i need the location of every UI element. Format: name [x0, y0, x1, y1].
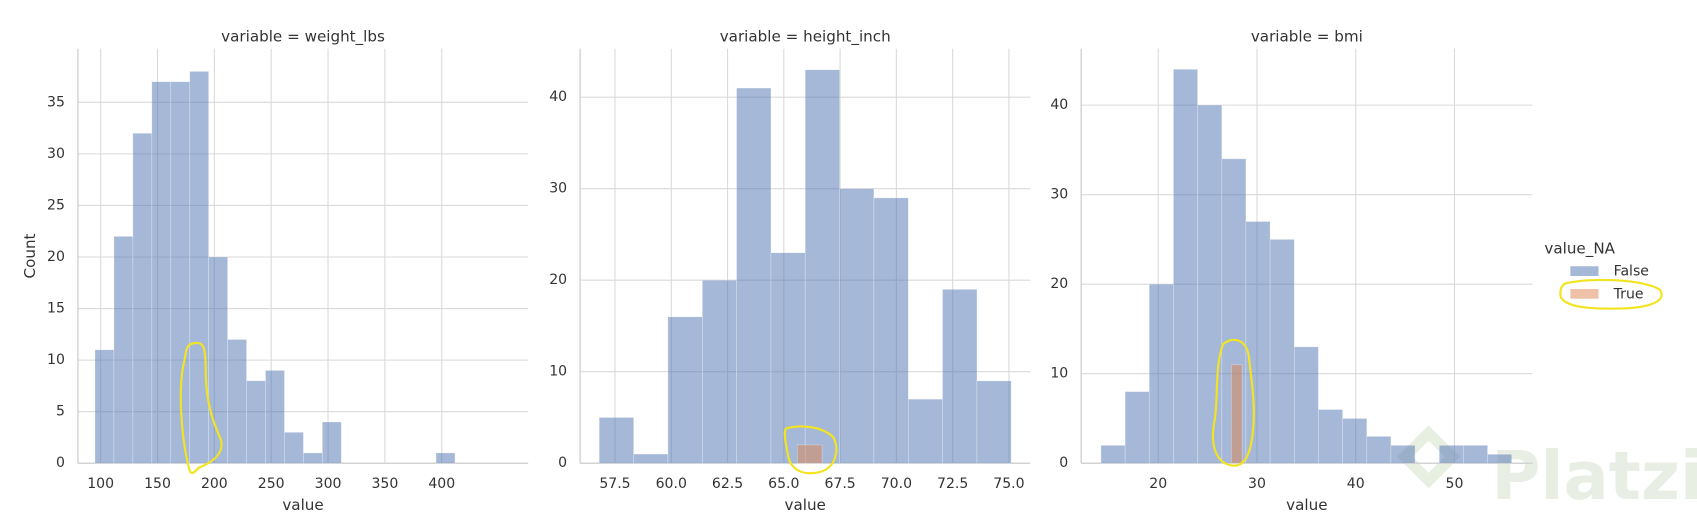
x-tick-label: 100 [87, 476, 114, 492]
x-tick-label: 200 [201, 476, 228, 492]
x-tick-label: 250 [258, 476, 285, 492]
histogram-bar [1197, 104, 1223, 464]
histogram-bar [1487, 453, 1513, 464]
histogram-bar [246, 380, 266, 464]
histogram-bar [1269, 239, 1295, 464]
histogram-bar [839, 188, 875, 464]
x-axis-label: value [785, 496, 826, 514]
x-tick-label: 70.0 [881, 476, 912, 492]
x-tick-label: 57.5 [599, 476, 630, 492]
annotation-circle [1559, 278, 1663, 310]
x-tick-label: 65.0 [768, 476, 799, 492]
y-tick-label: 40 [549, 89, 567, 105]
panel-title: variable = bmi [1251, 27, 1363, 45]
histogram-bar [907, 398, 943, 464]
histogram-bar [1463, 445, 1488, 464]
x-tick-label: 400 [428, 476, 455, 492]
annotations [179, 278, 1663, 475]
x-tick-label: 75.0 [993, 476, 1024, 492]
histogram-bar [94, 349, 115, 464]
x-tick-label: 62.5 [712, 476, 743, 492]
legend-swatch [1570, 288, 1599, 299]
histogram-bar [1230, 364, 1243, 464]
histogram-bar [942, 289, 978, 464]
watermark-text: Platzi [1491, 437, 1697, 515]
legend-swatch [1570, 266, 1599, 276]
y-tick-label: 25 [47, 197, 65, 213]
histogram-bar [797, 444, 823, 464]
panel-title: variable = weight_lbs [221, 27, 385, 46]
y-tick-label: 35 [47, 94, 65, 110]
x-tick-label: 30 [1248, 476, 1266, 492]
histogram-bar [227, 339, 247, 464]
legend-label: True [1613, 286, 1644, 302]
histogram-bar [667, 316, 703, 464]
histogram-bar [1173, 68, 1198, 464]
x-tick-label: 60.0 [656, 476, 687, 492]
histogram-bar [151, 81, 172, 464]
x-tick-label: 67.5 [824, 476, 855, 492]
histogram-bar [132, 132, 153, 464]
x-axis-label: value [282, 496, 323, 514]
histogram-bar [1438, 445, 1464, 464]
x-tick-label: 40 [1347, 476, 1365, 492]
histogram-bar [1366, 436, 1392, 464]
histogram-bar [113, 236, 134, 464]
y-tick-label: 40 [1050, 97, 1068, 113]
annotation-circle [179, 341, 223, 475]
x-tick-label: 72.5 [937, 476, 968, 492]
histogram-bar [1245, 221, 1271, 464]
histogram-bar [633, 453, 669, 464]
histogram-bar [435, 452, 456, 464]
x-axis-label: value [1286, 496, 1327, 514]
y-tick-label: 15 [47, 301, 65, 317]
histogram-bar [284, 431, 304, 464]
histogram-bar [1124, 391, 1150, 464]
y-tick-label: 20 [549, 272, 567, 288]
histogram-bar [322, 421, 342, 464]
y-tick-label: 5 [56, 404, 65, 420]
histogram-bar [208, 256, 228, 464]
histogram-bar [1342, 418, 1368, 464]
y-tick-label: 10 [1050, 366, 1068, 382]
panel-title: variable = height_inch [720, 27, 891, 46]
x-tick-label: 300 [315, 476, 342, 492]
histogram-bar [598, 417, 634, 464]
histogram-bar [770, 252, 806, 464]
x-tick-label: 50 [1446, 476, 1464, 492]
y-axis-label: Count [21, 233, 39, 278]
histogram-bar [1390, 445, 1416, 464]
annotation-circle [783, 425, 838, 475]
y-tick-label: 10 [47, 352, 65, 368]
histogram-bar [804, 69, 840, 464]
histogram-bar [189, 71, 209, 464]
x-tick-label: 20 [1149, 476, 1167, 492]
annotation-circle [1211, 338, 1255, 467]
histogram-bar [1318, 409, 1343, 464]
histogram-bar [976, 380, 1012, 464]
histogram-bar [1148, 283, 1174, 464]
x-tick-label: 350 [371, 476, 398, 492]
histogram-bar [1100, 445, 1126, 464]
histogram-bar [736, 87, 772, 464]
y-tick-label: 0 [1059, 455, 1068, 471]
y-tick-label: 10 [549, 364, 567, 380]
histogram-bar [702, 279, 737, 464]
legend-title: value_NA [1544, 239, 1615, 258]
y-tick-label: 30 [1050, 187, 1068, 203]
y-tick-label: 30 [47, 146, 65, 162]
histogram-bar [873, 197, 909, 464]
y-tick-label: 20 [47, 249, 65, 265]
histogram-bar [1293, 346, 1319, 464]
histogram-bar [303, 452, 323, 464]
y-tick-label: 30 [549, 181, 567, 197]
x-tick-label: 150 [144, 476, 171, 492]
y-tick-label: 20 [1050, 276, 1068, 292]
y-tick-label: 0 [558, 455, 567, 471]
legend-label: False [1614, 264, 1649, 280]
histogram-bar [265, 370, 285, 464]
y-tick-label: 0 [56, 455, 65, 471]
